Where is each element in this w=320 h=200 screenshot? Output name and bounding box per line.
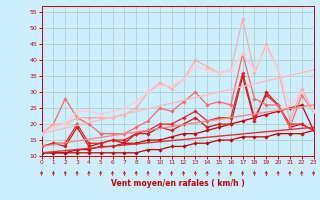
X-axis label: Vent moyen/en rafales ( km/h ): Vent moyen/en rafales ( km/h ) xyxy=(111,179,244,188)
